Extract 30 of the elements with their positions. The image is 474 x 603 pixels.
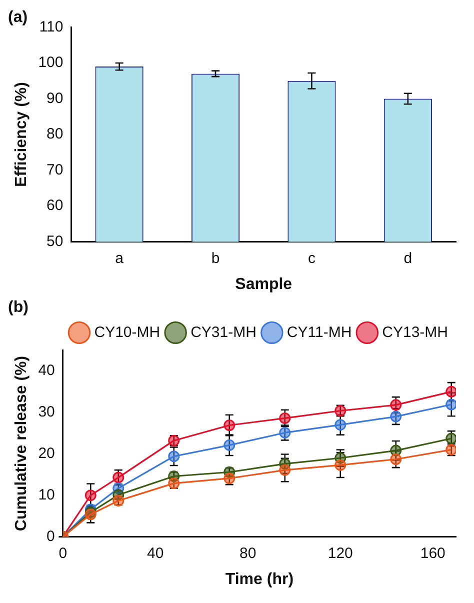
x-tick-label: 120 — [328, 544, 353, 562]
y-tick-label: 10 — [38, 486, 55, 504]
y-tick-label: 100 — [38, 54, 64, 72]
x-tick-label: 80 — [240, 544, 256, 562]
y-tick-label: 70 — [46, 161, 64, 178]
y-tick-label: 110 — [39, 18, 64, 36]
y-tick-label: 60 — [46, 197, 64, 214]
x-axis-title: Time (hr) — [225, 570, 294, 588]
legend-label: CY10-MH — [94, 324, 160, 341]
legend-label: CY11-MH — [286, 324, 352, 341]
x-tick-label: 160 — [420, 544, 446, 562]
y-tick-label: 50 — [46, 232, 64, 250]
x-tick-label: c — [308, 250, 316, 267]
legend-label: CY13-MH — [382, 324, 448, 341]
y-tick-label: 40 — [38, 362, 55, 380]
y-tick-label: 20 — [38, 445, 55, 462]
x-tick-label: a — [115, 250, 124, 267]
x-tick-label: b — [211, 250, 220, 267]
x-axis-title: Sample — [235, 276, 292, 293]
y-tick-label: 30 — [38, 404, 55, 421]
chart-title: (b) — [8, 299, 28, 316]
x-tick-label: 40 — [147, 544, 164, 562]
y-axis-title: Efficiency (%) — [13, 82, 30, 187]
chart-title: (a) — [8, 9, 28, 26]
y-tick-label: 90 — [46, 90, 64, 107]
legend-label: CY31-MH — [190, 324, 256, 341]
y-axis-title: Cumulative release (%) — [13, 356, 30, 532]
x-tick-label: d — [404, 250, 412, 267]
y-tick-label: 80 — [46, 126, 64, 143]
y-tick-label: 0 — [46, 528, 55, 545]
